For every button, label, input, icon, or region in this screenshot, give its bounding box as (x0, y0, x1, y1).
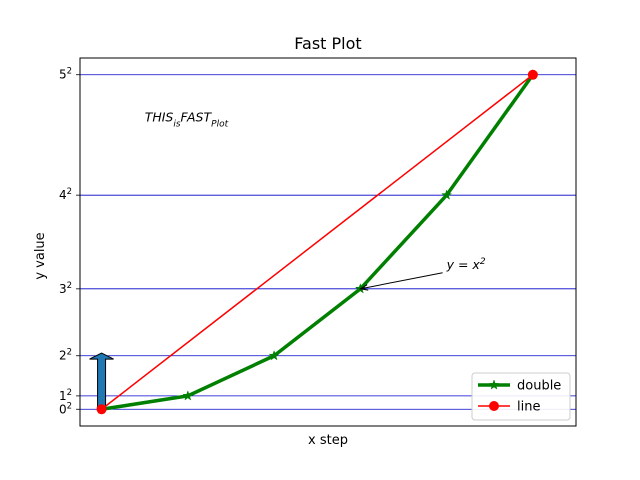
y-tick-exponent-0: 2 (67, 401, 72, 411)
y-tick-label-4: 42 (59, 187, 72, 202)
y-tick-base-4: 4 (59, 188, 67, 202)
axes-frame (79, 57, 577, 427)
fancy-arrow-0 (89, 352, 114, 410)
annotation-text-0: THISisFASTPlot (145, 110, 229, 130)
legend-marker-double (488, 379, 500, 390)
x-axis-label: x step (308, 433, 348, 448)
legend-label-line: line (517, 400, 540, 415)
annotation-arrow-head-1 (358, 284, 369, 291)
annotation-text-0-part-0: THIS (145, 110, 174, 125)
series-point-double-1 (182, 390, 194, 401)
series-point-line-1 (527, 69, 538, 80)
y-tick-base-2: 2 (59, 349, 67, 363)
y-tick-base-1: 1 (59, 389, 67, 403)
y-tick-exponent-2: 2 (67, 348, 72, 358)
legend-label-double: double (517, 379, 561, 394)
series-line-line (101, 74, 534, 410)
y-tick-base-3: 3 (59, 282, 67, 296)
y-tick-label-1: 12 (59, 388, 72, 403)
y-axis-label: y value (33, 232, 48, 279)
chart-title: Fast Plot (294, 34, 361, 53)
y-tick-base-0: 0 (59, 402, 67, 416)
series-line-double (101, 73, 535, 411)
annotation-label-1-part-0: y = x (446, 257, 481, 272)
y-tick-exponent-5: 2 (67, 67, 72, 77)
series-point-double-2 (268, 349, 280, 361)
y-tick-exponent-3: 2 (67, 281, 72, 291)
y-tick-label-0: 02 (59, 401, 72, 416)
y-tick-label-2: 22 (59, 348, 72, 363)
annotation-text-0-part-1: is (173, 120, 181, 130)
annotation-label-1-part-1: 2 (480, 257, 486, 267)
annotation-arrow-line-1 (360, 272, 443, 290)
y-tick-exponent-1: 2 (67, 388, 72, 398)
annotation-text-0-part-3: Plot (211, 120, 228, 130)
y-tick-exponent-4: 2 (67, 187, 72, 197)
y-tick-label-3: 32 (59, 281, 72, 296)
legend: double line (471, 372, 571, 421)
annotation-text-0-part-2: FAST (181, 110, 213, 125)
y-tick-base-5: 5 (59, 68, 67, 82)
series-point-line-0 (96, 404, 107, 415)
annotation-label-1: y = x2 (446, 257, 486, 272)
series-point-double-4 (441, 189, 453, 200)
legend-marker-line (489, 401, 499, 411)
y-tick-label-5: 52 (59, 67, 72, 82)
